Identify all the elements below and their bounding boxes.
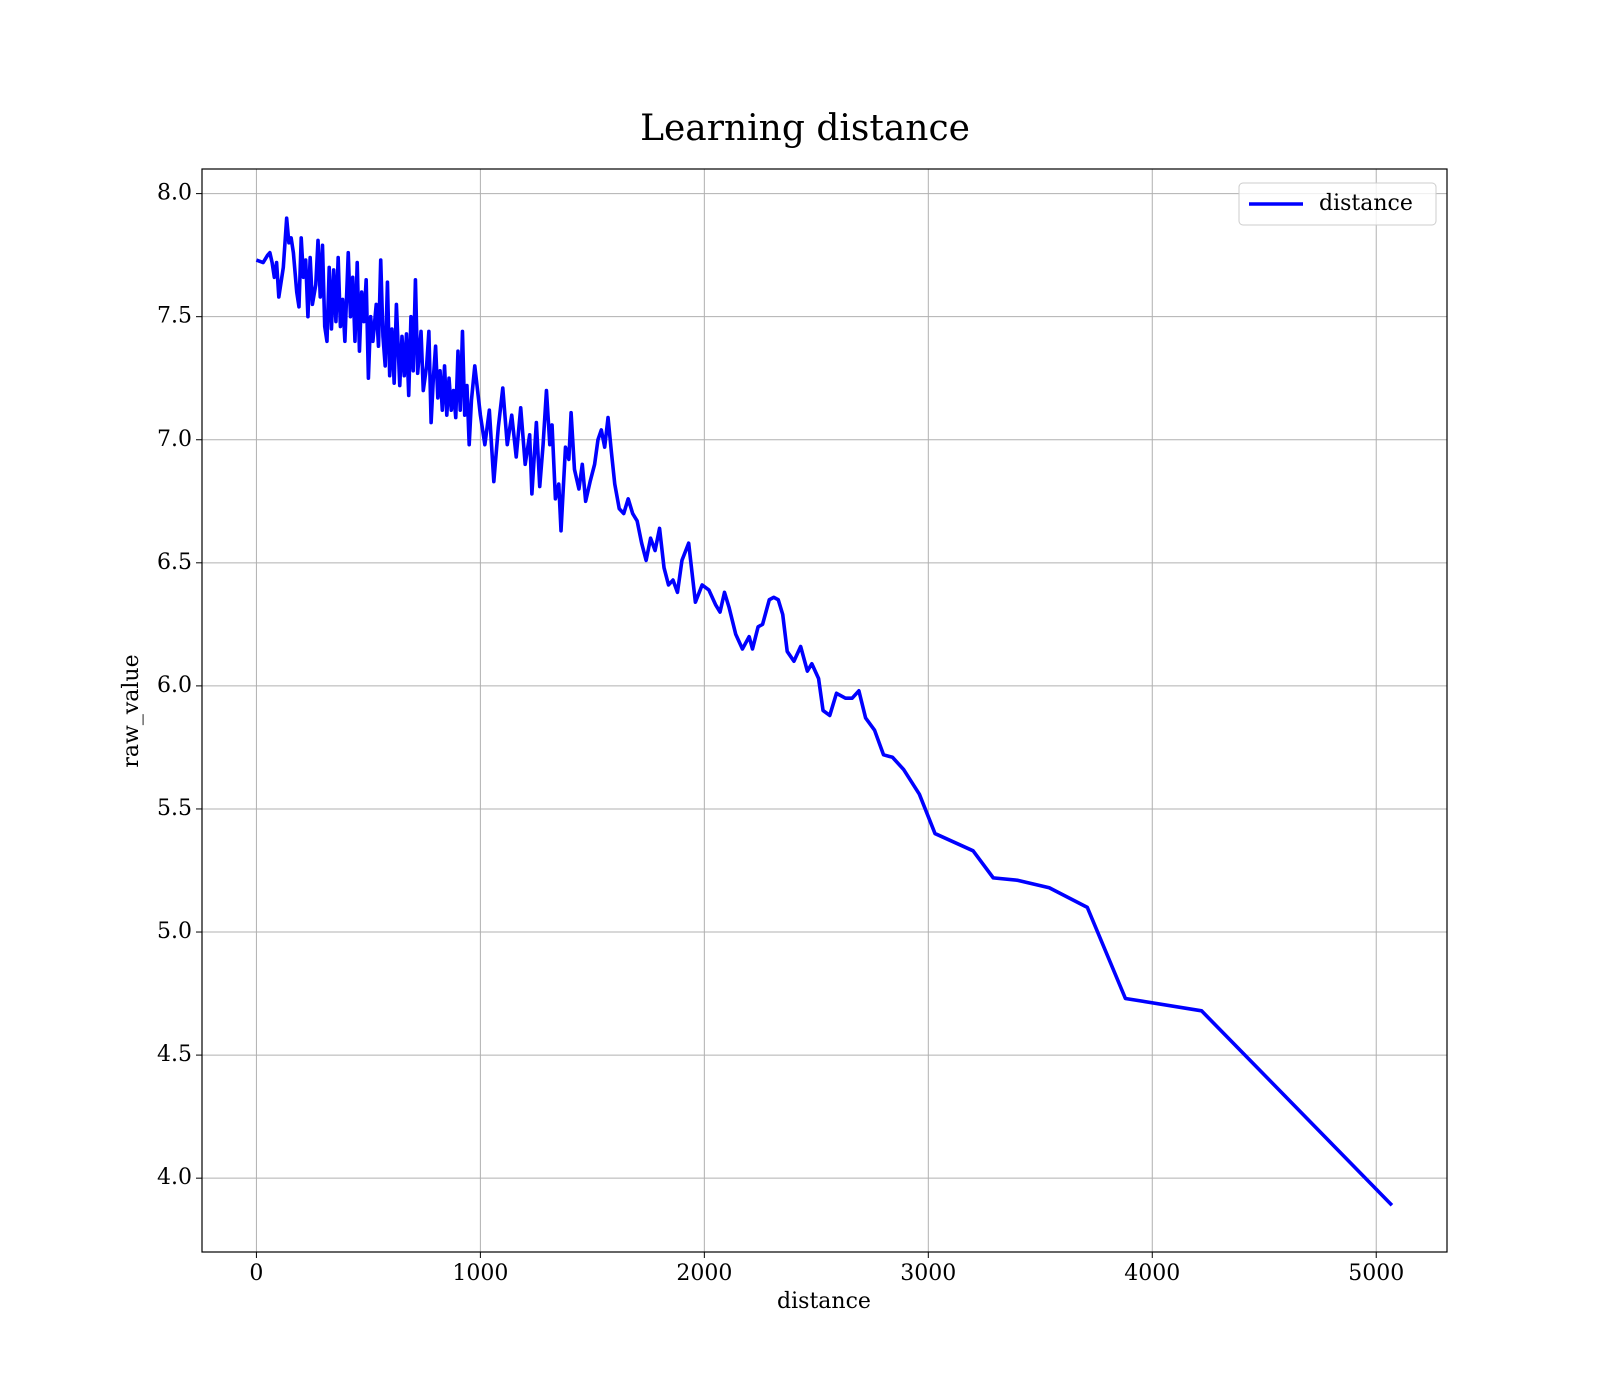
y-tick-label: 7.5 xyxy=(157,304,192,329)
y-tick-label: 6.5 xyxy=(157,550,192,575)
plot-frame xyxy=(201,168,1448,1253)
y-axis-label: raw_value xyxy=(119,654,144,767)
x-tick-label: 1000 xyxy=(452,1261,508,1286)
y-tick-label: 4.5 xyxy=(157,1042,192,1067)
x-tick-label: 4000 xyxy=(1124,1261,1180,1286)
data-line xyxy=(255,216,1394,1207)
x-tick-label: 2000 xyxy=(676,1261,732,1286)
y-tick-label: 8.0 xyxy=(157,181,192,206)
x-tick-label: 0 xyxy=(249,1261,263,1286)
y-tick-label: 5.0 xyxy=(157,919,192,944)
x-tick-label: 5000 xyxy=(1348,1261,1404,1286)
y-tick-label: 7.0 xyxy=(157,427,192,452)
chart-title: Learning distance xyxy=(640,108,970,149)
y-tick-label: 5.5 xyxy=(157,796,192,821)
x-axis-label: distance xyxy=(777,1289,871,1314)
y-tick-label: 6.0 xyxy=(157,673,192,698)
legend-label: distance xyxy=(1319,191,1413,216)
y-tick-label: 4.0 xyxy=(157,1165,192,1190)
x-tick-label: 3000 xyxy=(900,1261,956,1286)
legend-box xyxy=(1238,182,1437,226)
